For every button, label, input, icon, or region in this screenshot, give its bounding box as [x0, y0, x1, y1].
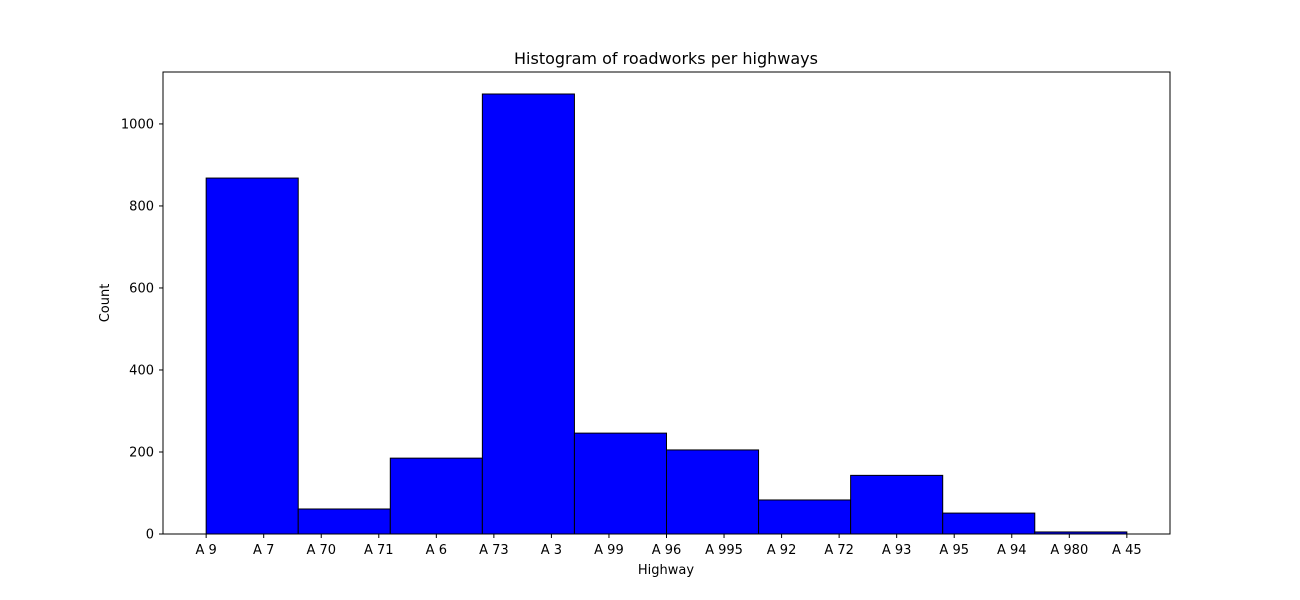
- y-tick-label: 0: [146, 528, 154, 543]
- x-tick-label: A 96: [652, 543, 682, 558]
- histogram-bar: [573, 432, 668, 535]
- histogram-bar: [389, 457, 483, 535]
- y-axis-label: Count: [98, 284, 113, 323]
- x-tick-label: A 94: [997, 543, 1027, 558]
- histogram-bar: [481, 93, 575, 535]
- x-tick-label: A 71: [364, 543, 394, 558]
- y-tick-label: 400: [129, 363, 154, 378]
- x-tick-label: A 93: [882, 543, 912, 558]
- x-tick-label: A 92: [767, 543, 797, 558]
- x-tick-label: A 9: [196, 543, 217, 558]
- x-tick-label: A 45: [1112, 543, 1142, 558]
- x-tick-label: A 6: [426, 543, 447, 558]
- y-tick-label: 600: [129, 281, 154, 296]
- chart-title: Histogram of roadworks per highways: [514, 49, 818, 68]
- x-ticks-group: A 9 A 7 A 70 A 71 A 6 A 73 A 3 A 99 A 96 A 995 A 9…: [196, 534, 1142, 558]
- x-tick-label: A 95: [939, 543, 969, 558]
- histogram-bar: [666, 449, 760, 535]
- y-tick-label: 200: [129, 445, 154, 460]
- y-tick-label: 800: [129, 199, 154, 214]
- x-tick-label: A 7: [253, 543, 274, 558]
- y-tick-label: 1000: [121, 117, 154, 132]
- plot-frame: [162, 71, 1171, 535]
- x-axis-label: Highway: [638, 563, 694, 578]
- x-tick-label: A 3: [541, 543, 562, 558]
- histogram-bar: [758, 499, 852, 535]
- y-ticks-group: 0 200 400 600 800 1000: [121, 117, 163, 543]
- x-tick-label: A 980: [1050, 543, 1088, 558]
- x-tick-label: A 99: [594, 543, 624, 558]
- x-tick-label: A 70: [306, 543, 336, 558]
- x-tick-label: A 995: [705, 543, 743, 558]
- x-tick-label: A 73: [479, 543, 509, 558]
- x-tick-label: A 72: [824, 543, 854, 558]
- histogram-bar: [205, 177, 299, 535]
- bars-group: [205, 93, 1128, 535]
- histogram-bar: [850, 474, 944, 535]
- histogram-bar: [297, 508, 391, 535]
- histogram-bar: [942, 512, 1036, 535]
